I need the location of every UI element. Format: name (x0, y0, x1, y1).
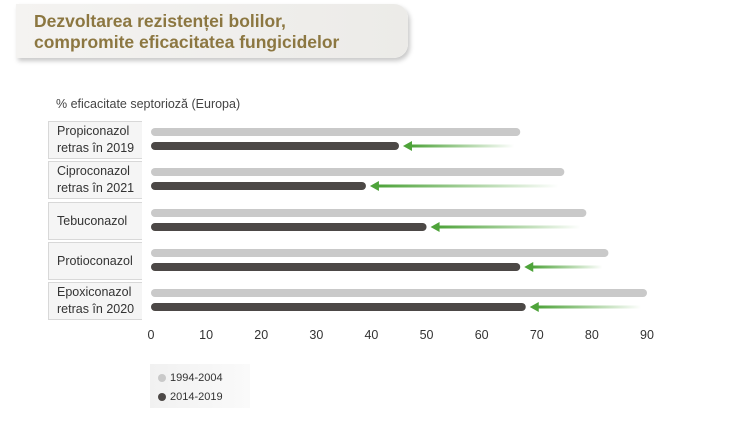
decline-arrow-shaft (411, 144, 515, 148)
bar-1994-2004 (151, 128, 521, 136)
decline-arrow-head-icon (403, 141, 412, 151)
x-tick-label: 20 (254, 328, 268, 342)
chart-subtitle: % eficacitate septorioză (Europa) (56, 97, 241, 111)
legend-swatch-dark-icon (158, 393, 166, 401)
legend-label: 2014-2019 (170, 391, 223, 403)
x-tick-label: 30 (309, 328, 323, 342)
x-tick-label: 10 (199, 328, 213, 342)
legend-item-1994-2004: 1994-2004 (158, 372, 223, 384)
category-label-text: Propiconazol retras în 2019 (57, 124, 135, 155)
decline-arrow-shaft (537, 305, 641, 309)
legend-label: 1994-2004 (170, 372, 223, 384)
category-label: Ciproconazol retras în 2021 (48, 161, 142, 199)
x-tick-label: 90 (640, 328, 654, 342)
category-label-text: Epoxiconazol retras în 2020 (57, 285, 135, 316)
decline-arrow-shaft (377, 184, 559, 188)
legend: 1994-2004 2014-2019 (150, 364, 250, 408)
bar-1994-2004 (151, 168, 565, 176)
bar-1994-2004 (151, 289, 647, 297)
decline-arrow-head-icon (369, 181, 379, 191)
x-tick-label: 0 (148, 328, 155, 342)
x-tick-label: 70 (530, 328, 544, 342)
chart-title-line-1: Dezvoltarea rezistenței bolilor, (34, 11, 286, 31)
decline-arrow-shaft (438, 225, 581, 229)
x-tick-label: 80 (585, 328, 599, 342)
category-label: Epoxiconazol retras în 2020 (48, 282, 142, 320)
bar-1994-2004 (151, 209, 587, 217)
decline-arrow-head-icon (524, 262, 534, 272)
category-label: Propiconazol retras în 2019 (48, 121, 142, 159)
category-label-text: Protioconazol (57, 253, 133, 268)
decline-arrow-head-icon (430, 222, 440, 232)
decline-arrow-head-icon (529, 302, 539, 312)
x-tick-label: 60 (475, 328, 489, 342)
bar-2014-2019 (151, 182, 366, 190)
x-tick-label: 50 (420, 328, 434, 342)
category-label-text: Tebuconazol (57, 213, 128, 228)
chart-title-line-2: compromite eficacitatea fungicidelor (34, 32, 340, 52)
bar-2014-2019 (151, 263, 521, 271)
bar-1994-2004 (151, 249, 609, 257)
category-label-text: Ciproconazol retras în 2021 (57, 164, 135, 195)
legend-item-2014-2019: 2014-2019 (158, 391, 223, 403)
decline-arrow-shaft (532, 265, 603, 269)
category-label: Protioconazol (48, 242, 142, 280)
bar-2014-2019 (151, 223, 427, 231)
title-box: Dezvoltarea rezistenței bolilor, comprom… (16, 4, 408, 58)
bar-2014-2019 (151, 303, 526, 311)
legend-swatch-light-icon (158, 374, 166, 382)
category-label: Tebuconazol (48, 202, 142, 240)
x-tick-label: 40 (364, 328, 378, 342)
bar-2014-2019 (151, 142, 399, 150)
